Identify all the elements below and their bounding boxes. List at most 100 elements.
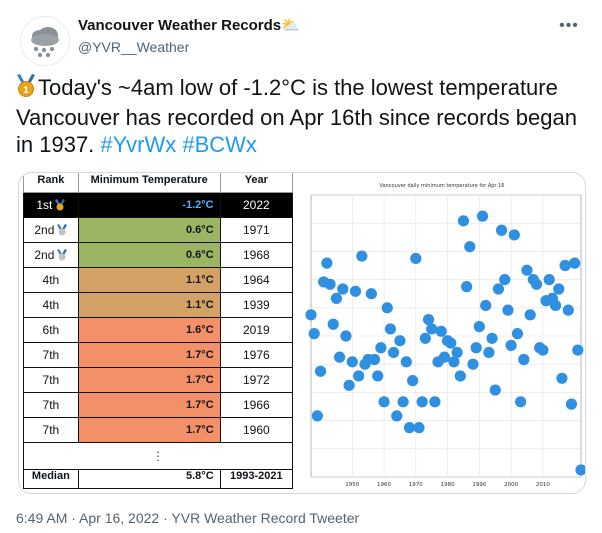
rank-cell: 1st (23, 192, 79, 218)
min-temp-cell: 1.1°C (77, 292, 221, 318)
data-point (349, 285, 362, 297)
data-point (333, 351, 346, 363)
data-point (416, 396, 428, 408)
hashtag-bcwx[interactable]: #BCWx (182, 132, 257, 157)
year-cell: 2019 (219, 317, 294, 343)
avatar[interactable] (20, 16, 70, 66)
rank-label: 4th (42, 298, 60, 312)
data-point (356, 250, 368, 262)
data-point (495, 224, 508, 236)
year-cell: 1966 (219, 392, 294, 418)
rank-label: 4th (42, 273, 60, 287)
data-point (314, 365, 327, 377)
rank-cell: 7th (23, 392, 79, 418)
x-tick-label: 1990 (472, 482, 486, 488)
data-point (435, 325, 447, 337)
more-options-icon[interactable]: ••• (559, 17, 579, 34)
x-tick-label: 1980 (441, 482, 455, 488)
tweet-media[interactable]: Rank Minimum Temperature Year 1st -1.2°C 2… (18, 172, 586, 494)
min-temp-cell: 1.7°C (77, 367, 221, 393)
data-point (410, 252, 422, 265)
user-handle[interactable]: @YVR__Weather (78, 39, 190, 55)
data-point (384, 323, 397, 335)
user-names: Vancouver Weather Records⛅ @YVR__Weather (78, 16, 300, 55)
hashtag-yvrwx[interactable]: #YvrWx (100, 132, 177, 157)
data-point (305, 309, 317, 321)
silver-medal-icon (57, 224, 68, 236)
data-point (562, 304, 574, 316)
data-point (422, 313, 435, 326)
data-point (387, 346, 400, 359)
data-point (327, 318, 339, 330)
data-point (543, 274, 555, 286)
data-point (467, 358, 479, 370)
data-point (340, 330, 352, 342)
data-point (403, 422, 416, 434)
rank-label: 7th (42, 398, 60, 412)
rank-label: 2nd (34, 248, 55, 262)
data-point (407, 375, 419, 387)
rank-cell: 7th (23, 342, 79, 368)
tweet-body: Today's ~4am low of -1.2°C is the lowest… (16, 75, 577, 157)
data-point (511, 328, 524, 340)
display-name[interactable]: Vancouver Weather Records (78, 17, 282, 34)
rank-cell: 2nd (23, 242, 79, 268)
median-temp: 5.8°C (77, 469, 221, 489)
data-point (575, 464, 585, 476)
table-row: 4th 1.1°C 1964 (23, 267, 294, 293)
rank-label: 2nd (34, 223, 55, 237)
data-point (308, 328, 320, 340)
header-year: Year (219, 173, 294, 193)
ellipsis-row: ⋮ (23, 442, 293, 470)
data-point (553, 283, 565, 295)
data-point (438, 351, 451, 363)
data-point (502, 304, 514, 316)
ranking-table: Rank Minimum Temperature Year 1st -1.2°C 2… (23, 173, 294, 489)
tweet-text: 1 Today's ~4am low of -1.2°C is the lowe… (16, 74, 588, 158)
rank-label: 7th (42, 373, 60, 387)
data-point (429, 396, 441, 408)
data-point (454, 370, 466, 382)
tweet-timestamp[interactable]: 6:49 AM · Apr 16, 2022 · YVR Weather Rec… (16, 510, 360, 526)
min-temp-cell: 0.6°C (77, 242, 221, 268)
data-point (391, 410, 403, 422)
year-cell: 1976 (219, 342, 294, 368)
data-point (508, 229, 520, 241)
display-name-row[interactable]: Vancouver Weather Records⛅ (78, 16, 300, 35)
data-point (556, 372, 568, 384)
median-row: Median 5.8°C 1993-2021 (23, 469, 294, 489)
table-row: 7th 1.7°C 1976 (23, 342, 294, 368)
data-point (483, 346, 495, 359)
data-point (445, 337, 457, 349)
min-temp-cell: -1.2°C (77, 192, 221, 218)
sun-cloud-icon: ⛅ (281, 17, 300, 34)
data-point (565, 398, 578, 410)
data-point (365, 288, 377, 300)
table-row: 1st -1.2°C 2022 (23, 192, 294, 218)
data-point (470, 342, 482, 354)
data-point (505, 339, 517, 351)
data-point (457, 215, 470, 227)
min-temp-cell: 1.7°C (77, 392, 221, 418)
data-point (572, 344, 584, 356)
year-cell: 1964 (219, 267, 294, 293)
rank-cell: 4th (23, 267, 79, 293)
table-row: 7th 1.7°C 1960 (23, 417, 294, 443)
rank-label: 7th (42, 348, 60, 362)
data-point (337, 283, 349, 295)
data-point (448, 356, 460, 368)
data-point (521, 264, 533, 276)
data-point (515, 396, 527, 408)
data-point (419, 332, 431, 344)
gold-medal-icon: 1 (16, 74, 36, 104)
rank-cell: 6th (23, 317, 79, 343)
data-point (549, 299, 562, 312)
x-tick-label: 2000 (504, 482, 518, 488)
rank-cell: 4th (23, 292, 79, 318)
data-point (518, 353, 530, 366)
data-point (397, 396, 409, 408)
x-tick-label: 1960 (377, 482, 391, 488)
min-temp-cell: 1.1°C (77, 267, 221, 293)
data-point (426, 323, 438, 335)
data-point (537, 344, 549, 356)
